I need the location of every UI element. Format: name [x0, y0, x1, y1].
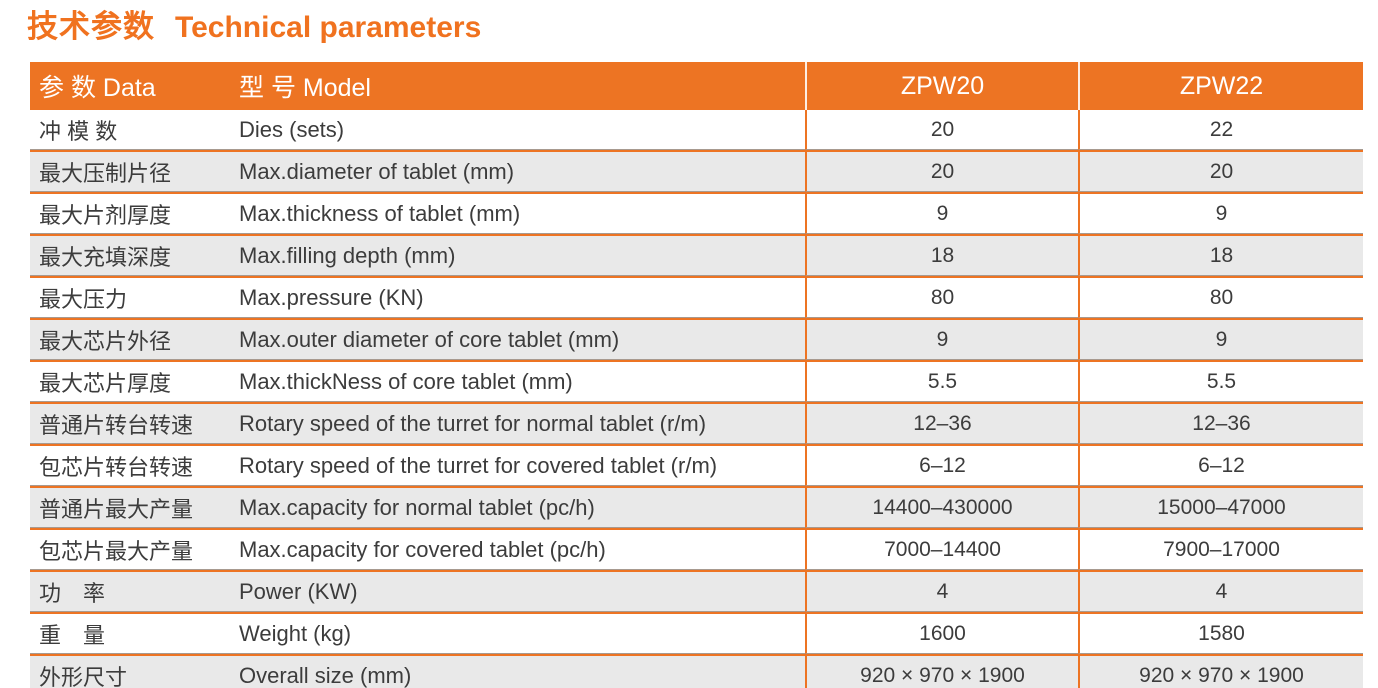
zpw20-value-cell: 12–36: [805, 402, 1078, 444]
param-cn-cell: 包芯片转台转速: [30, 444, 238, 486]
param-en-cell: Max.capacity for normal tablet (pc/h): [238, 486, 805, 528]
param-cn-cell: 最大芯片外径: [30, 318, 238, 360]
zpw22-value-cell: 12–36: [1078, 402, 1363, 444]
page-title-chinese: 技术参数: [27, 9, 155, 44]
technical-parameters-table: 参 数 Data 型 号 Model ZPW20 ZPW22 冲 模 数 Die…: [30, 62, 1363, 688]
zpw20-value-cell: 14400–430000: [805, 486, 1078, 528]
param-cn-cell: 最大充填深度: [30, 234, 238, 276]
zpw22-value-cell: 9: [1078, 318, 1363, 360]
zpw22-value-cell: 920 × 970 × 1900: [1078, 654, 1363, 688]
table-header-row: 参 数 Data 型 号 Model ZPW20 ZPW22: [30, 62, 1363, 110]
param-cn-cell: 最大片剂厚度: [30, 192, 238, 234]
zpw22-value-cell: 9: [1078, 192, 1363, 234]
param-cn-cell: 最大压力: [30, 276, 238, 318]
param-cn-cell: 普通片最大产量: [30, 486, 238, 528]
zpw20-value-cell: 7000–14400: [805, 528, 1078, 570]
param-en-cell: Max.diameter of tablet (mm): [238, 150, 805, 192]
header-param-data: 参 数 Data: [30, 62, 238, 110]
zpw22-value-cell: 5.5: [1078, 360, 1363, 402]
zpw22-value-cell: 6–12: [1078, 444, 1363, 486]
table-row: 重 量 Weight (kg) 1600 1580: [30, 612, 1363, 654]
param-cn-cell: 普通片转台转速: [30, 402, 238, 444]
zpw22-value-cell: 18: [1078, 234, 1363, 276]
param-cn-cell: 最大压制片径: [30, 150, 238, 192]
param-en-cell: Rotary speed of the turret for covered t…: [238, 444, 805, 486]
zpw20-value-cell: 9: [805, 318, 1078, 360]
table-row: 最大压制片径 Max.diameter of tablet (mm) 20 20: [30, 150, 1363, 192]
param-en-cell: Max.thickNess of core tablet (mm): [238, 360, 805, 402]
table-row: 最大充填深度 Max.filling depth (mm) 18 18: [30, 234, 1363, 276]
zpw20-value-cell: 920 × 970 × 1900: [805, 654, 1078, 688]
table-row: 普通片转台转速 Rotary speed of the turret for n…: [30, 402, 1363, 444]
param-cn-cell: 重 量: [30, 612, 238, 654]
zpw22-value-cell: 7900–17000: [1078, 528, 1363, 570]
param-en-cell: Dies (sets): [238, 110, 805, 150]
header-model: 型 号 Model: [238, 62, 805, 110]
zpw22-value-cell: 4: [1078, 570, 1363, 612]
table-row: 最大芯片外径 Max.outer diameter of core tablet…: [30, 318, 1363, 360]
param-cn-cell: 冲 模 数: [30, 110, 238, 150]
page-title-english: Technical parameters: [175, 11, 482, 44]
zpw20-value-cell: 1600: [805, 612, 1078, 654]
param-en-cell: Max.outer diameter of core tablet (mm): [238, 318, 805, 360]
table-row: 功 率 Power (KW) 4 4: [30, 570, 1363, 612]
param-cn-cell: 外形尺寸: [30, 654, 238, 688]
zpw22-value-cell: 1580: [1078, 612, 1363, 654]
zpw20-value-cell: 20: [805, 110, 1078, 150]
page-title: 技术参数 Technical parameters: [27, 1, 481, 46]
zpw22-value-cell: 80: [1078, 276, 1363, 318]
param-en-cell: Max.pressure (KN): [238, 276, 805, 318]
param-en-cell: Overall size (mm): [238, 654, 805, 688]
table-row: 最大片剂厚度 Max.thickness of tablet (mm) 9 9: [30, 192, 1363, 234]
header-zpw22: ZPW22: [1078, 62, 1363, 110]
zpw22-value-cell: 15000–47000: [1078, 486, 1363, 528]
param-en-cell: Power (KW): [238, 570, 805, 612]
param-en-cell: Max.capacity for covered tablet (pc/h): [238, 528, 805, 570]
param-en-cell: Weight (kg): [238, 612, 805, 654]
zpw22-value-cell: 20: [1078, 150, 1363, 192]
zpw20-value-cell: 20: [805, 150, 1078, 192]
param-en-cell: Max.filling depth (mm): [238, 234, 805, 276]
table-row: 最大芯片厚度 Max.thickNess of core tablet (mm)…: [30, 360, 1363, 402]
zpw20-value-cell: 6–12: [805, 444, 1078, 486]
param-cn-cell: 功 率: [30, 570, 238, 612]
table-row: 包芯片转台转速 Rotary speed of the turret for c…: [30, 444, 1363, 486]
table-row: 包芯片最大产量 Max.capacity for covered tablet …: [30, 528, 1363, 570]
zpw20-value-cell: 5.5: [805, 360, 1078, 402]
param-en-cell: Rotary speed of the turret for normal ta…: [238, 402, 805, 444]
table-row: 冲 模 数 Dies (sets) 20 22: [30, 110, 1363, 150]
table-row: 最大压力 Max.pressure (KN) 80 80: [30, 276, 1363, 318]
zpw20-value-cell: 18: [805, 234, 1078, 276]
zpw22-value-cell: 22: [1078, 110, 1363, 150]
param-cn-cell: 包芯片最大产量: [30, 528, 238, 570]
table-row: 外形尺寸 Overall size (mm) 920 × 970 × 1900 …: [30, 654, 1363, 688]
param-cn-cell: 最大芯片厚度: [30, 360, 238, 402]
table-row: 普通片最大产量 Max.capacity for normal tablet (…: [30, 486, 1363, 528]
header-zpw20: ZPW20: [805, 62, 1078, 110]
param-en-cell: Max.thickness of tablet (mm): [238, 192, 805, 234]
zpw20-value-cell: 9: [805, 192, 1078, 234]
zpw20-value-cell: 80: [805, 276, 1078, 318]
zpw20-value-cell: 4: [805, 570, 1078, 612]
